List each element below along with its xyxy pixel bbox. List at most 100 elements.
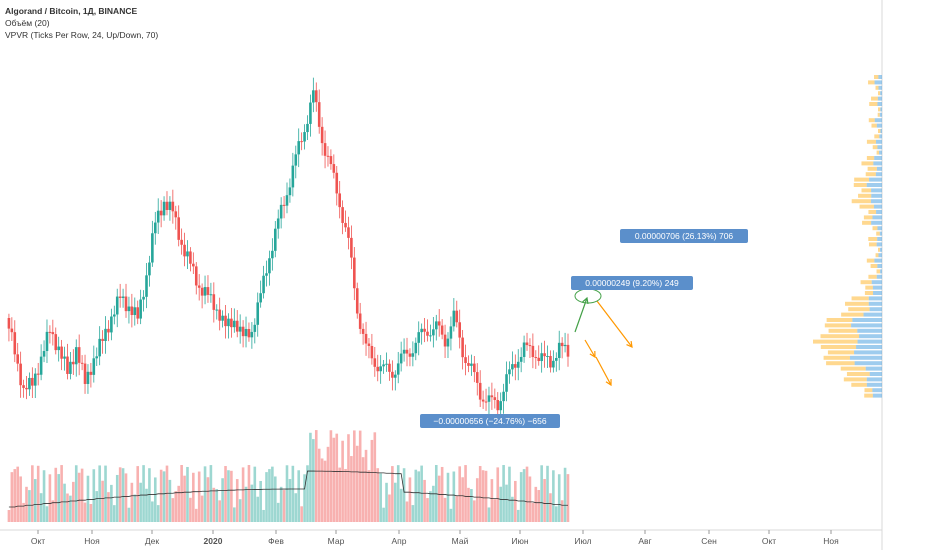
candle-body: [33, 373, 37, 386]
volume-bar: [475, 478, 479, 522]
candle-body: [338, 193, 341, 208]
vpvr-bar-up: [872, 393, 882, 398]
vpvr-bar-down: [876, 150, 880, 155]
vpvr-bar-up: [880, 269, 882, 274]
candle-body: [209, 294, 213, 296]
vpvr-bar-down: [828, 328, 858, 333]
vpvr-bar-up: [873, 161, 882, 166]
volume-bar: [446, 472, 450, 522]
candle-body: [77, 347, 81, 363]
volume-bar: [557, 474, 561, 522]
volume-bar: [408, 477, 412, 522]
candle-body: [455, 310, 459, 323]
volume-bar: [197, 471, 201, 522]
candle-body: [332, 164, 336, 173]
vpvr-bar-up: [879, 134, 882, 139]
symbol-title[interactable]: Algorand / Bitcoin, 1Д, BINANCE: [5, 6, 138, 16]
vpvr-bar-up: [877, 96, 882, 101]
down-arrow-1: [584, 339, 596, 358]
volume-bar: [464, 465, 467, 522]
volume-bar: [241, 467, 245, 522]
x-tick-label: Сен: [701, 536, 717, 546]
volume-bar: [516, 509, 520, 522]
vpvr-bar-down: [851, 382, 867, 387]
chart-legend: Algorand / Bitcoin, 1Д, BINANCE Объём (2…: [5, 5, 158, 41]
vpvr-bar-down: [878, 129, 881, 133]
vpvr-bar-down: [871, 123, 877, 128]
candle-body: [432, 329, 435, 336]
vpvr-bar-up: [875, 172, 882, 177]
volume-bar: [74, 465, 78, 522]
candle-body: [215, 309, 219, 311]
x-tick-label: Май: [452, 536, 469, 546]
vpvr-bar-up: [854, 361, 882, 366]
vpvr-bar-down: [866, 258, 875, 263]
vpvr-bar-down: [864, 388, 873, 393]
candle-body: [344, 222, 347, 228]
volume-bar: [314, 430, 318, 522]
vpvr-bar-up: [877, 145, 882, 150]
candle-body: [511, 364, 514, 370]
vpvr-bar-up: [876, 123, 882, 128]
volume-bar: [256, 496, 260, 522]
volume-bar: [57, 474, 60, 522]
candle-body: [95, 356, 99, 359]
volume-bar: [192, 472, 195, 522]
volume-bar: [487, 507, 491, 522]
candle-body: [426, 331, 429, 336]
volume-indicator-label[interactable]: Объём (20): [5, 18, 50, 28]
candle-body: [63, 356, 66, 359]
volume-bar: [148, 468, 151, 522]
candle-body: [516, 361, 520, 368]
x-tick-label: Мар: [328, 536, 345, 546]
vpvr-bar-down: [868, 80, 875, 85]
candle-body: [382, 364, 385, 367]
candle-body: [285, 195, 289, 206]
candle-body: [165, 201, 169, 210]
annotation-up-large-box: [620, 229, 748, 243]
vpvr-bar-up: [865, 366, 882, 371]
candle-body: [303, 132, 306, 142]
candle-body: [434, 321, 438, 330]
vpvr-bar-down: [876, 269, 881, 274]
vpvr-bar-up: [880, 91, 882, 96]
volume-bar: [505, 484, 508, 522]
candle-body: [314, 90, 318, 103]
volume-bar: [63, 483, 66, 522]
volume-bar: [133, 494, 137, 522]
volume-bar: [519, 472, 523, 522]
vpvr-bar-down: [872, 145, 878, 150]
vpvr-bar-down: [823, 355, 850, 360]
vpvr-bar-down: [826, 318, 853, 322]
vpvr-bar-down: [846, 372, 870, 376]
candle-body: [300, 141, 303, 143]
volume-bar: [186, 466, 189, 522]
volume-bar: [543, 478, 546, 522]
vpvr-bar-up: [871, 220, 882, 225]
volume-ma-line: [8, 470, 568, 508]
vpvr-bar-down: [861, 161, 874, 166]
candle-body: [224, 315, 227, 327]
volume-bar: [279, 486, 283, 522]
vpvr-bar-up: [871, 280, 882, 285]
candle-body: [124, 296, 128, 312]
vpvr-bar-down: [865, 172, 876, 177]
pullback-arrow: [596, 300, 633, 348]
vpvr-bar-up: [859, 334, 882, 339]
vpvr-bar-down: [868, 274, 877, 279]
candle-body: [259, 293, 262, 303]
candle-body: [221, 315, 224, 321]
candle-body: [487, 395, 491, 402]
pullback-arrow-head: [626, 340, 633, 348]
candle-body: [10, 328, 14, 333]
candle-body: [353, 257, 356, 289]
vpvr-indicator-label[interactable]: VPVR (Ticks Per Row, 24, Up/Down, 70): [5, 30, 159, 40]
candle-body: [36, 373, 40, 375]
candle-body: [45, 331, 49, 352]
vpvr-bar-up: [872, 285, 882, 290]
candle-body: [279, 204, 283, 219]
vpvr-bar-up: [849, 355, 882, 360]
